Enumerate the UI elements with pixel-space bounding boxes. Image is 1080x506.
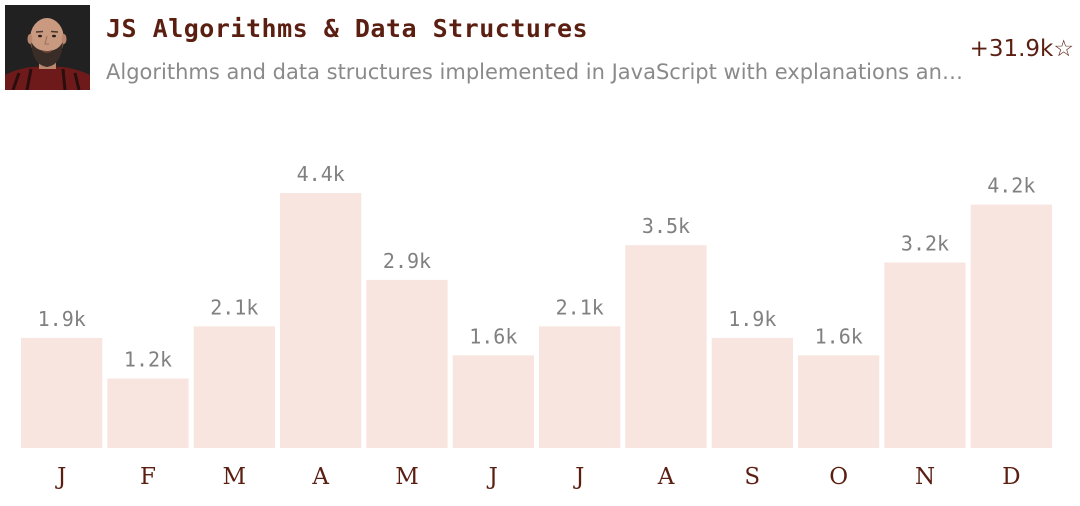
bar-1 xyxy=(21,337,103,448)
star-count: +31.9k☆ xyxy=(969,36,1074,62)
month-label: J xyxy=(487,464,498,490)
month-label: J xyxy=(55,464,66,490)
bar-value-label: 2.9k xyxy=(383,249,431,273)
bar-4 xyxy=(280,193,362,448)
bar-value-label: 1.2k xyxy=(124,348,172,372)
bar-value-label: 1.9k xyxy=(38,307,86,331)
bar-3 xyxy=(193,326,275,448)
bar-8 xyxy=(625,245,707,448)
bar-value-label: 1.9k xyxy=(728,307,776,331)
repo-header: JS Algorithms & Data Structures Algorith… xyxy=(0,0,1080,100)
bar-value-label: 4.2k xyxy=(987,174,1035,198)
bar-value-label: 3.2k xyxy=(901,232,949,256)
month-label: O xyxy=(829,464,848,490)
bar-12 xyxy=(970,204,1052,448)
bar-7 xyxy=(539,326,621,448)
month-label: S xyxy=(744,464,760,490)
bar-value-label: 4.4k xyxy=(297,162,345,186)
bar-6 xyxy=(452,355,534,448)
month-label: A xyxy=(311,464,329,490)
month-label: F xyxy=(140,464,156,490)
bar-value-label: 3.5k xyxy=(642,214,690,238)
bar-value-label: 1.6k xyxy=(815,324,863,348)
month-label: M xyxy=(223,464,247,490)
bar-11 xyxy=(884,262,966,448)
bar-9 xyxy=(711,337,793,448)
bar-value-label: 2.1k xyxy=(210,295,258,319)
month-label: N xyxy=(915,464,935,490)
month-label: A xyxy=(657,464,675,490)
month-label: M xyxy=(395,464,419,490)
month-label: D xyxy=(1002,464,1020,490)
bar-value-label: 1.6k xyxy=(469,324,517,348)
bar-5 xyxy=(366,279,448,448)
avatar[interactable] xyxy=(5,5,90,90)
repo-title[interactable]: JS Algorithms & Data Structures xyxy=(106,14,589,43)
bar-value-label: 2.1k xyxy=(556,295,604,319)
month-label: J xyxy=(573,464,584,490)
bar-2 xyxy=(107,378,189,448)
bar-10 xyxy=(798,355,880,448)
avatar-image xyxy=(5,5,90,90)
